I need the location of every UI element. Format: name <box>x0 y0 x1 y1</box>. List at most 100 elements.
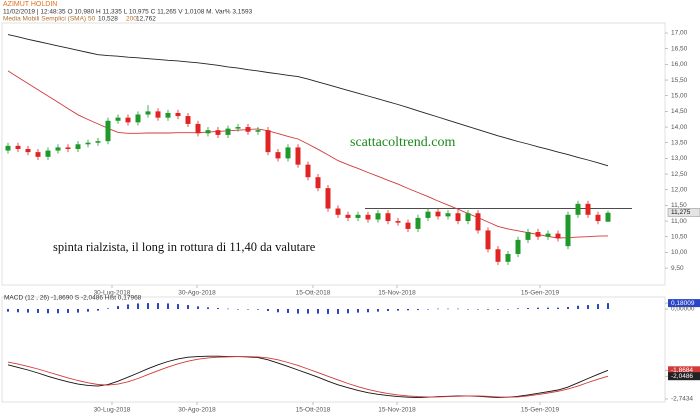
candle-body <box>15 145 21 149</box>
histogram-bar <box>347 309 349 314</box>
histogram-bar <box>477 309 479 310</box>
histogram-bar <box>467 309 469 310</box>
histogram-bar <box>167 303 169 310</box>
candle-body <box>165 112 171 118</box>
candle-body <box>305 164 311 178</box>
y-tick-label: 0,00000 <box>671 306 695 313</box>
histogram-bar <box>317 309 319 314</box>
histogram-bar <box>117 306 119 310</box>
candle-body <box>515 239 521 254</box>
y-tick-label: 12,00 <box>671 186 688 193</box>
histogram-bar <box>487 309 489 310</box>
histogram-bar <box>7 309 9 312</box>
candle-body <box>85 142 91 145</box>
histogram-bar <box>367 309 369 313</box>
candle-body <box>415 217 421 229</box>
histogram-bar <box>427 309 429 310</box>
histogram-bar <box>177 304 179 310</box>
histogram-bar <box>277 309 279 313</box>
candle-body <box>345 214 351 218</box>
y-tick-label: 16,00 <box>671 61 688 68</box>
candle-body <box>495 249 501 262</box>
y-tick-box <box>668 372 700 381</box>
histogram-bar <box>567 307 569 310</box>
x-tick-label: 15-Ott-2018 <box>296 407 331 414</box>
histogram-bar <box>597 304 599 310</box>
y-tick-label: -2,7434 <box>671 396 693 403</box>
candle-body <box>325 188 331 209</box>
x-tick-label: 15-Gen-2019 <box>521 407 560 414</box>
x-tick-label: 30-Lug-2018 <box>94 407 131 414</box>
histogram-bar <box>247 309 249 310</box>
histogram-bar <box>437 308 439 310</box>
histogram-bar <box>157 303 159 310</box>
candle-body <box>335 208 341 215</box>
x-tick-label: 15-Ott-2018 <box>296 290 331 297</box>
histogram-bar <box>197 306 199 310</box>
y-tick-label: 14,50 <box>671 108 688 115</box>
candle-body <box>405 222 411 229</box>
histogram-bar <box>387 309 389 311</box>
x-tick-label: 15-Gen-2019 <box>521 290 560 297</box>
histogram-bar <box>377 309 379 312</box>
histogram-bar <box>137 303 139 310</box>
histogram-bar <box>217 308 219 310</box>
y-tick-label: 13,00 <box>671 155 688 162</box>
candle-body <box>605 212 611 222</box>
histogram-bar <box>267 309 269 311</box>
y-tick-label: 17,00 <box>671 30 688 37</box>
histogram-bar <box>87 309 89 312</box>
histogram-bar <box>207 307 209 310</box>
candle-body <box>25 148 31 153</box>
histogram-bar <box>67 309 69 313</box>
legend-name: 200 <box>126 16 137 23</box>
y-tick-label: 13,50 <box>671 139 688 146</box>
candle-body <box>315 177 321 189</box>
histogram-bar <box>47 309 49 314</box>
y-tick-label: -2,0486 <box>671 373 693 380</box>
y-tick-label: 15,00 <box>671 92 688 99</box>
candle-body <box>435 211 441 217</box>
candle-body <box>425 211 431 218</box>
histogram-bar <box>507 309 509 310</box>
x-tick-label: 30-Ago-2018 <box>178 290 216 297</box>
histogram-bar <box>607 303 609 310</box>
x-tick-label: 30-Ago-2018 <box>178 407 216 414</box>
candle-body <box>55 147 61 151</box>
histogram-bar <box>27 309 29 313</box>
candle-body <box>245 127 251 132</box>
candle-body <box>95 141 101 143</box>
candle-body <box>275 152 281 159</box>
x-tick-label: 15-Nov-2018 <box>378 407 416 414</box>
quote-line: 11/02/2019 | 12:48:35 O 10,980 H 11,335 … <box>3 9 253 16</box>
y-tick-label: 15,50 <box>671 77 688 84</box>
candle-body <box>525 232 531 240</box>
candle-body <box>455 213 461 222</box>
candle-body <box>235 127 241 129</box>
sma-label: Media Mobili Semplici (SMA) <box>3 16 86 23</box>
candle-body <box>535 232 541 237</box>
candle-body <box>565 214 571 247</box>
price-panel-frame <box>1 22 666 286</box>
histogram-bar <box>77 309 79 313</box>
candle-body <box>35 152 41 157</box>
candle-body <box>185 116 191 124</box>
candle-body <box>145 111 151 115</box>
histogram-bar <box>517 308 519 310</box>
candle-body <box>45 150 51 157</box>
watermark: scattacoltrend.com <box>350 135 455 150</box>
y-tick-label: 11,00 <box>671 218 687 225</box>
histogram-bar <box>107 308 109 310</box>
candle-body <box>265 130 271 153</box>
x-tick-label: 15-Nov-2018 <box>378 290 416 297</box>
histogram-bar <box>97 309 99 311</box>
y-tick-label: 12,50 <box>671 171 688 178</box>
histogram-bar <box>57 309 59 314</box>
candle-body <box>255 130 261 132</box>
candle-body <box>225 128 231 135</box>
histogram-bar <box>37 309 39 313</box>
histogram-bar <box>187 305 189 310</box>
y-tick-label: 16,50 <box>671 45 688 52</box>
histogram-bar <box>547 307 549 310</box>
candle-body <box>505 253 511 262</box>
